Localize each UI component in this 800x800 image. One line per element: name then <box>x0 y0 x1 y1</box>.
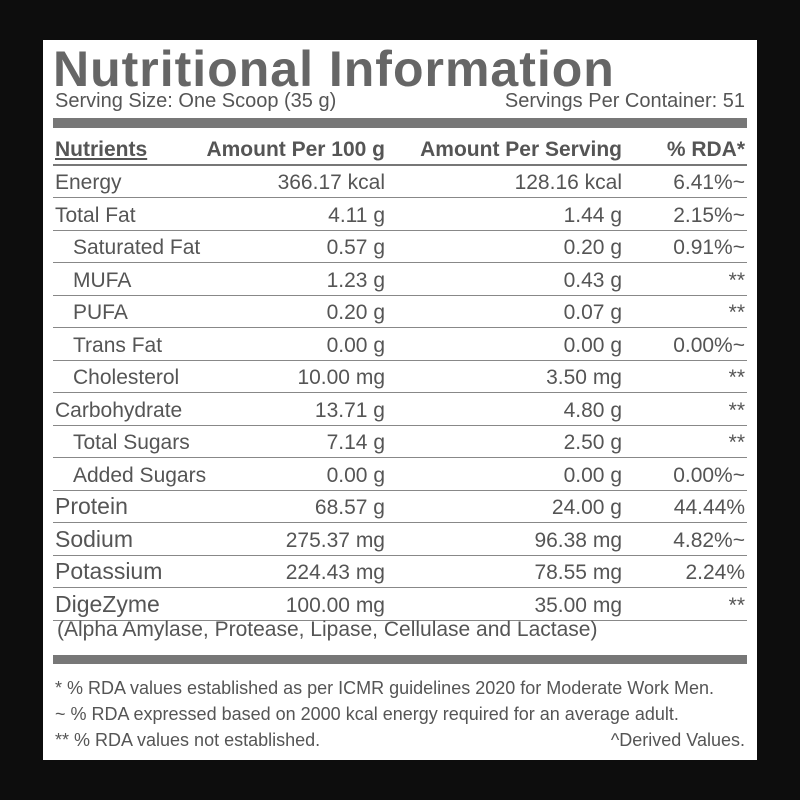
cell: ** <box>728 593 745 617</box>
cell: DigeZyme <box>55 590 160 617</box>
cell: Energy <box>55 171 122 194</box>
cell: 0.57 g <box>326 236 385 259</box>
cell: 1.23 g <box>326 268 385 292</box>
nutrient-row: Added Sugars 0.00 g 0.00 g 0.00%~ <box>53 458 747 491</box>
nutrition-panel: Nutritional Information Serving Size: On… <box>43 40 757 760</box>
divider <box>53 118 747 128</box>
cell: 96.38 mg <box>534 528 622 552</box>
nutrient-row: Cholesterol 10.00 mg 3.50 mg ** <box>53 360 747 393</box>
cell: ** <box>728 301 745 324</box>
cell: 0.00 g <box>326 463 385 487</box>
nutrient-row: Total Sugars 7.14 g 2.50 g ** <box>53 425 747 458</box>
cell: MUFA <box>73 268 132 292</box>
nutrient-row: Carbohydrate 13.71 g 4.80 g ** <box>53 393 747 426</box>
cell: 0.00%~ <box>673 463 745 487</box>
cell: 2.15%~ <box>673 203 745 227</box>
cell: 0.43 g <box>563 268 622 292</box>
cell: 4.11 g <box>328 203 385 227</box>
nutrient-row: PUFA 0.20 g 0.07 g ** <box>53 295 747 328</box>
servings-per-container: Servings Per Container: 51 <box>504 90 745 112</box>
cell: 0.07 g <box>563 301 622 324</box>
cell: PUFA <box>73 301 128 324</box>
nutrient-row: MUFA 1.23 g 0.43 g ** <box>53 263 747 296</box>
title: Nutritional Information <box>53 41 615 97</box>
cell: 0.20 g <box>563 236 622 259</box>
footnote: * % RDA values established as per ICMR g… <box>55 678 714 698</box>
cell: Sodium <box>55 525 133 552</box>
header-cell: % RDA* <box>666 138 745 161</box>
cell: Carbohydrate <box>55 398 183 422</box>
cell: 0.00 g <box>563 463 622 487</box>
cell: 2.50 g <box>563 431 622 454</box>
nutrient-row: Protein 68.57 g 24.00 g 44.44% <box>53 490 747 523</box>
nutrient-row: DigeZyme 100.00 mg 35.00 mg ** <box>53 588 747 621</box>
cell: 7.14 g <box>326 431 385 454</box>
cell: ** <box>728 366 745 389</box>
nutrient-row: Trans Fat 0.00 g 0.00 g 0.00%~ <box>53 328 747 361</box>
cell: Protein <box>55 493 128 519</box>
cell: 0.00 g <box>563 333 622 357</box>
cell: ** <box>728 268 745 292</box>
cell: Cholesterol <box>73 366 180 389</box>
cell: 1.44 g <box>563 203 622 227</box>
cell: 2.24% <box>685 561 745 584</box>
cell: 100.00 mg <box>285 593 385 617</box>
cell: 0.20 g <box>326 301 385 324</box>
cell: 78.55 mg <box>534 561 622 584</box>
nutrient-row: Total Fat 4.11 g 1.44 g 2.15%~ <box>53 198 747 231</box>
nutrient-row: Potassium 224.43 mg 78.55 mg 2.24% <box>53 555 747 588</box>
cell: 10.00 mg <box>297 366 385 389</box>
cell: 0.00%~ <box>673 333 745 357</box>
cell: 0.91%~ <box>673 236 745 259</box>
header-cell: Amount Per Serving <box>420 138 622 161</box>
cell: 13.71 g <box>314 398 385 422</box>
cell: 4.82%~ <box>673 528 745 552</box>
cell: ** <box>728 431 745 454</box>
nutrient-row: Sodium 275.37 mg 96.38 mg 4.82%~ <box>53 523 747 556</box>
cell: Added Sugars <box>73 463 207 487</box>
derived: ^Derived Values. <box>610 730 745 750</box>
cell: 35.00 mg <box>534 593 622 617</box>
cell: 44.44% <box>673 496 745 519</box>
cell: 366.17 kcal <box>277 171 385 194</box>
cell: Saturated Fat <box>73 236 201 259</box>
serving-size: Serving Size: One Scoop (35 g) <box>55 90 337 112</box>
footnote: ** % RDA values not established. <box>55 730 321 750</box>
cell: Potassium <box>55 558 163 584</box>
footnote: ~ % RDA expressed based on 2000 kcal ene… <box>55 704 679 724</box>
cell: Total Sugars <box>73 431 190 454</box>
cell: Trans Fat <box>73 333 163 357</box>
cell: 68.57 g <box>314 496 385 519</box>
cell: ** <box>728 398 745 422</box>
cell: 0.00 g <box>326 333 385 357</box>
cell: 3.50 mg <box>546 366 622 389</box>
cell: 24.00 g <box>551 496 622 519</box>
cell: 4.80 g <box>563 398 622 422</box>
nutrient-row: Energy 366.17 kcal 128.16 kcal 6.41%~ <box>53 165 747 198</box>
divider <box>53 655 747 664</box>
header-row: Nutrients Amount Per 100 g Amount Per Serv… <box>53 130 747 166</box>
header-cell: Nutrients <box>55 138 148 161</box>
cell: 128.16 kcal <box>514 171 622 194</box>
cell: 6.41%~ <box>673 171 745 194</box>
nutrient-row: Saturated Fat 0.57 g 0.20 g 0.91%~ <box>53 230 747 263</box>
cell: Total Fat <box>55 203 136 227</box>
note: (Alpha Amylase, Protease, Lipase, Cellul… <box>57 618 598 641</box>
cell: 224.43 mg <box>285 561 385 584</box>
cell: 275.37 mg <box>285 528 385 552</box>
header-cell: Amount Per 100 g <box>206 138 385 161</box>
